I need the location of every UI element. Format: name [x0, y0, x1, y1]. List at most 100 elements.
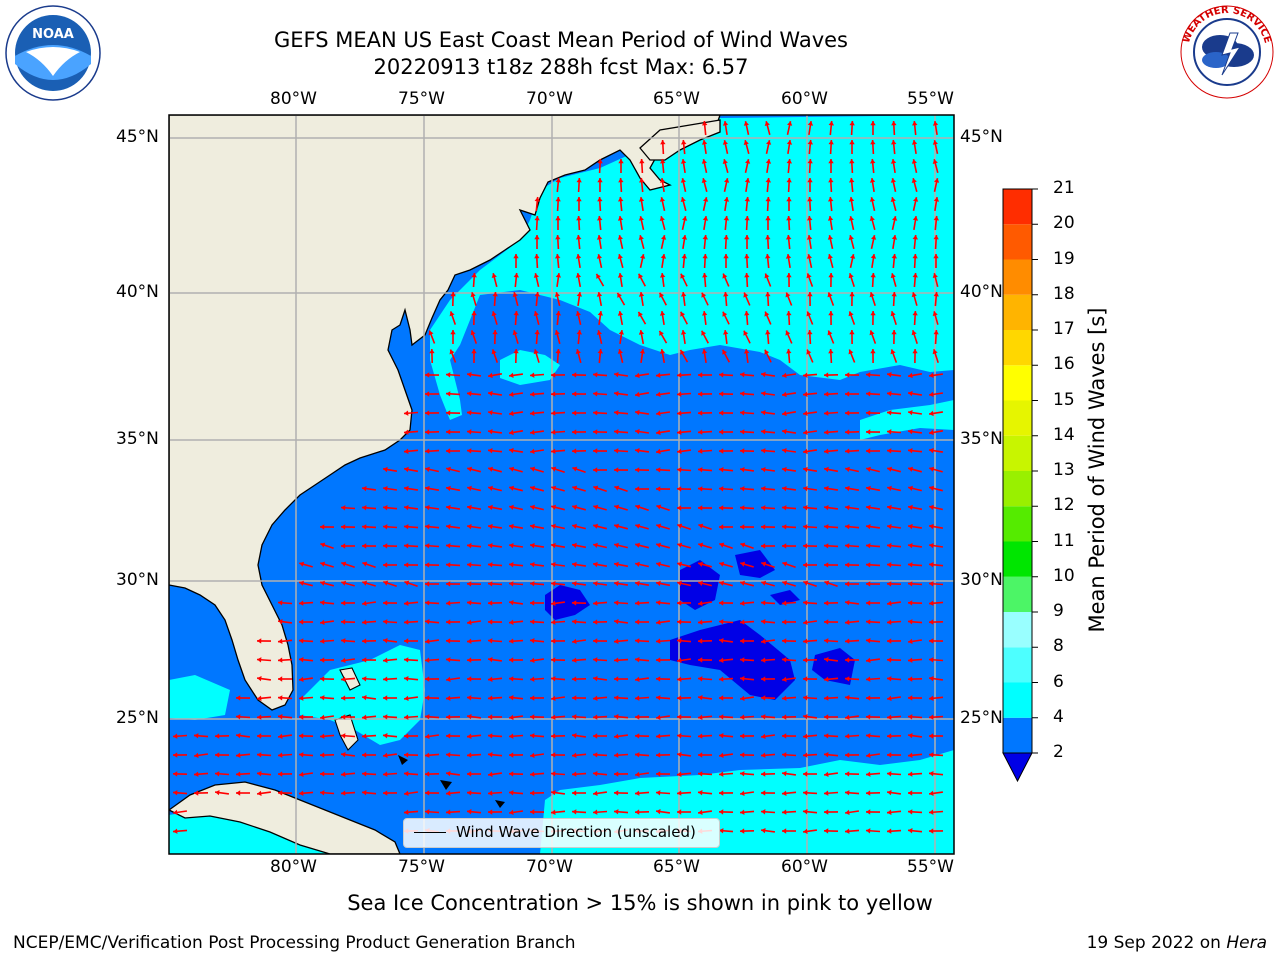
- wave-direction-arrowhead: [404, 733, 409, 739]
- wave-direction-arrowhead: [635, 372, 640, 379]
- wave-direction-arrowhead: [827, 330, 833, 336]
- wave-direction-arrowhead: [677, 600, 682, 606]
- wave-direction-arrowhead: [614, 714, 619, 720]
- wave-direction-arrowhead: [761, 657, 766, 663]
- graticule: [169, 115, 954, 854]
- wave-direction-arrowhead: [425, 524, 430, 530]
- wave-direction-arrowhead: [765, 254, 771, 259]
- wave-direction-arrowhead: [677, 752, 682, 758]
- wave-direction-arrowhead: [299, 733, 304, 739]
- wave-direction-arrowhead: [761, 828, 766, 834]
- nws-logo: WEATHER SERVICE: [1180, 5, 1274, 99]
- wave-direction-arrowhead: [740, 467, 745, 473]
- wave-direction-arrowhead: [446, 543, 451, 549]
- cyan-region-gulf: [169, 675, 230, 720]
- wave-direction-arrowhead: [803, 466, 808, 473]
- wave-direction-arrowhead: [555, 311, 561, 316]
- wave-direction-arrowhead: [299, 695, 304, 701]
- wave-direction-arrowhead: [362, 543, 367, 549]
- wave-direction-arrowhead: [425, 733, 430, 739]
- colorbar-tick-label: 17: [1053, 319, 1075, 339]
- wave-direction-arrowhead: [471, 311, 477, 316]
- wave-direction-arrowhead: [383, 466, 388, 473]
- lon-label-top-60w: 60°W: [781, 89, 828, 109]
- wave-direction-arrowhead: [635, 771, 640, 777]
- wave-direction-arrowhead: [849, 140, 855, 145]
- wave-direction-arrowhead: [740, 828, 745, 834]
- wave-direction-arrowhead: [698, 486, 703, 492]
- wave-direction-arrowhead: [929, 372, 934, 378]
- wave-direction-arrowhead: [215, 790, 220, 796]
- wave-direction-arrowhead: [425, 676, 430, 682]
- wave-direction-arrowhead: [698, 638, 703, 644]
- wave-direction-arrowhead: [509, 638, 514, 644]
- wave-direction-arrowhead: [383, 714, 388, 720]
- wave-direction-arrowhead: [656, 429, 661, 436]
- wave-direction-arrowhead: [719, 600, 724, 606]
- wave-direction-arrowhead: [530, 562, 535, 568]
- wave-direction-arrowhead: [614, 542, 619, 548]
- wave-direction-arrowhead: [257, 638, 262, 644]
- cyan-patch-1: [500, 350, 560, 385]
- wave-direction-arrowhead: [614, 752, 619, 758]
- wave-direction-arrowhead: [278, 619, 283, 625]
- wave-direction-arrowhead: [680, 159, 687, 164]
- wave-direction-arrowhead: [597, 197, 603, 202]
- wave-direction-arrowhead: [803, 543, 808, 549]
- wave-direction-arrowhead: [593, 581, 598, 587]
- wave-direction-arrowhead: [572, 391, 577, 397]
- wave-direction-arrowhead: [551, 523, 556, 529]
- wave-direction-arrowhead: [425, 790, 430, 796]
- wave-direction-arrowhead: [446, 466, 451, 472]
- wave-direction-arrowhead: [551, 485, 557, 491]
- wave-direction-arrowhead: [908, 809, 913, 815]
- wave-direction-arrowhead: [530, 391, 535, 397]
- wave-direction-arrowhead: [617, 273, 624, 278]
- wave-direction-arrowhead: [593, 714, 598, 720]
- wave-direction-arrowhead: [467, 714, 472, 720]
- lat-label-right-40n: 40°N: [960, 282, 1003, 302]
- wave-direction-arrowhead: [891, 140, 897, 145]
- wave-direction-arrowhead: [701, 159, 707, 164]
- wave-direction-arrowhead: [320, 638, 325, 644]
- wave-direction-arrowhead: [383, 619, 388, 625]
- wave-direction-arrowhead: [703, 197, 709, 202]
- wave-direction-arrowhead: [509, 733, 514, 739]
- wave-direction-arrowhead: [488, 733, 493, 739]
- wave-direction-arrowhead: [908, 523, 913, 530]
- wave-direction-arrowhead: [782, 619, 787, 625]
- wave-direction-arrowhead: [446, 790, 451, 796]
- wave-direction-arrowhead: [173, 809, 178, 815]
- wave-direction-arrowhead: [614, 600, 619, 606]
- wave-direction-arrowhead: [194, 752, 199, 758]
- wave-direction-arrowhead: [908, 410, 913, 416]
- wave-direction-arrowhead: [572, 657, 577, 663]
- wave-direction-arrowhead: [803, 524, 808, 530]
- map-legend: Wind Wave Direction (unscaled): [403, 818, 720, 848]
- wave-direction-arrowhead: [404, 657, 409, 663]
- wave-direction-arrowhead: [656, 657, 661, 663]
- wave-direction-arrowhead: [404, 695, 409, 701]
- wave-direction-arrowhead: [828, 311, 834, 316]
- wave-direction-arrowhead: [871, 235, 877, 240]
- wave-direction-arrowhead: [890, 311, 896, 317]
- wave-direction-arrowhead: [782, 657, 787, 663]
- wind-wave-arrows: [172, 120, 944, 834]
- wave-direction-arrowhead: [467, 466, 472, 472]
- wave-direction-arrowhead: [572, 809, 577, 815]
- wave-direction-arrowhead: [761, 752, 766, 758]
- wave-direction-arrowhead: [908, 733, 913, 739]
- wave-direction-arrowhead: [635, 448, 640, 454]
- wave-direction-arrowhead: [702, 311, 708, 316]
- wave-direction-arrowhead: [467, 543, 472, 549]
- wave-direction-arrowhead: [576, 178, 582, 183]
- land-bahamas-3: [398, 755, 408, 765]
- wave-direction-arrowhead: [425, 466, 430, 472]
- wave-direction-arrowhead: [785, 254, 792, 259]
- wave-direction-arrowhead: [786, 197, 792, 202]
- wave-direction-arrowhead: [593, 638, 598, 644]
- wave-direction-arrowhead: [659, 349, 666, 354]
- wave-direction-arrowhead: [887, 391, 892, 397]
- wave-direction-arrowhead: [425, 543, 430, 549]
- wave-direction-arrowhead: [806, 235, 813, 240]
